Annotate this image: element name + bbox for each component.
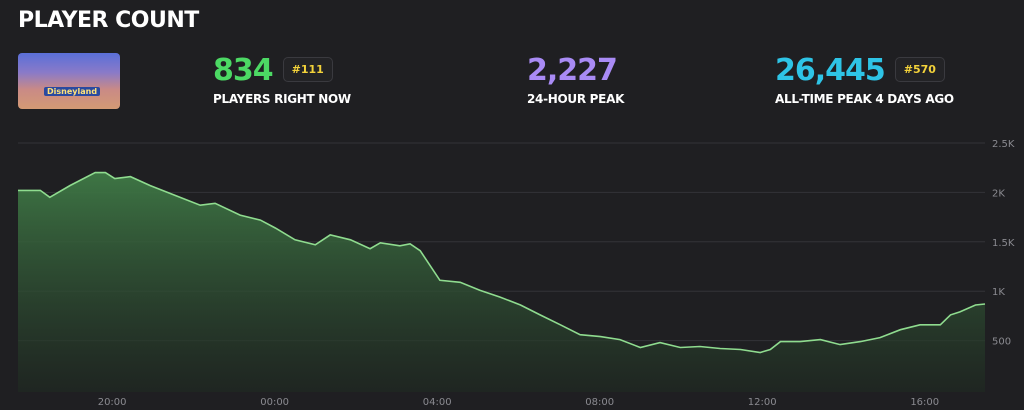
y-tick-label: 2.5K xyxy=(992,139,1015,150)
y-tick-label: 1.5K xyxy=(992,238,1015,249)
x-tick-label: 08:00 xyxy=(585,397,614,408)
x-tick-label: 20:00 xyxy=(98,397,127,408)
alltime-peak-value: 26,445 xyxy=(775,53,886,88)
current-players-stat: 834 #111 PLAYERS RIGHT NOW xyxy=(213,53,351,107)
area-fill xyxy=(18,172,985,392)
current-rank-badge: #111 xyxy=(282,57,333,82)
series-line xyxy=(18,171,986,354)
alltime-peak-stat: 26,445 #570 ALL-TIME PEAK 4 DAYS AGO xyxy=(775,53,954,107)
game-logo: Disneyland xyxy=(44,87,101,96)
peak-24h-label: 24-HOUR PEAK xyxy=(527,92,625,106)
x-tick-label: 16:00 xyxy=(910,397,939,408)
game-thumbnail[interactable]: Disneyland xyxy=(18,53,120,109)
current-players-label: PLAYERS RIGHT NOW xyxy=(213,92,351,106)
alltime-rank-badge: #570 xyxy=(894,57,945,82)
y-tick-label: 2K xyxy=(992,188,1005,199)
x-tick-label: 04:00 xyxy=(423,397,452,408)
peak-24h-value: 2,227 xyxy=(527,53,618,88)
current-players-value: 834 xyxy=(213,53,274,88)
x-tick-label: 12:00 xyxy=(748,397,777,408)
y-tick-label: 500 xyxy=(992,337,1011,348)
peak-24h-stat: 2,227 24-HOUR PEAK xyxy=(527,53,625,107)
y-tick-label: 1K xyxy=(992,287,1005,298)
page-title: PLAYER COUNT xyxy=(18,8,199,33)
alltime-peak-label: ALL-TIME PEAK 4 DAYS AGO xyxy=(775,92,954,106)
x-tick-label: 00:00 xyxy=(260,397,289,408)
